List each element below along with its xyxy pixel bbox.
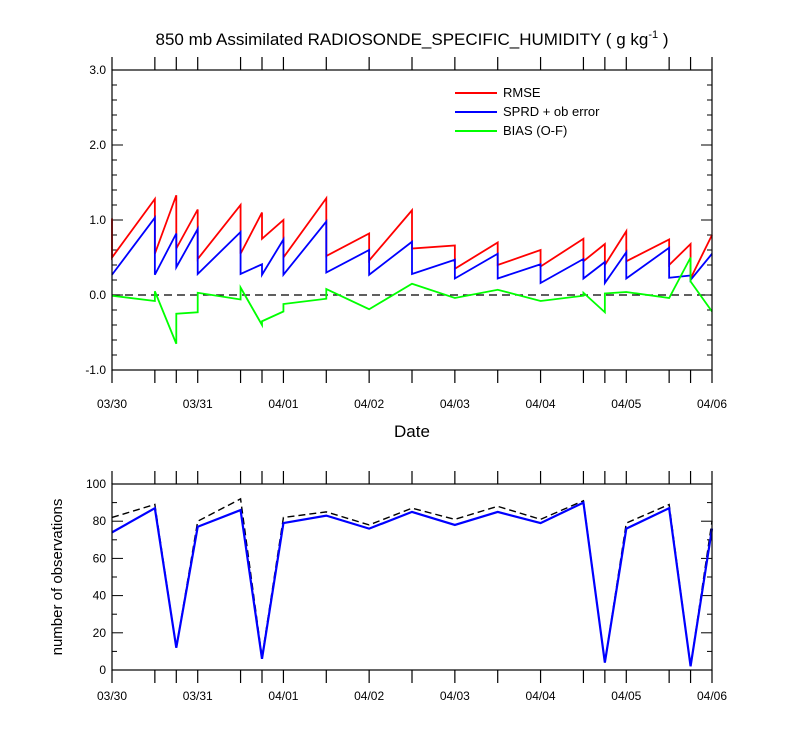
top-chart-panel: -1.0 0.0 1.0 2.0 3.0 03/30 03/31 04/01 04/02 04/… [85,57,727,441]
bottom-x-tick-labels: 03/30 03/31 04/01 04/02 04/03 04/04 04/05 04/06 [97,689,727,703]
x-tick-label: 03/30 [97,689,127,703]
x-axis-title: Date [394,422,430,441]
y-tick-label: 2.0 [89,138,106,152]
series-line-bias-o-f [111,257,713,345]
series-line-rmse [111,194,713,279]
series-line-assimilated-observations [111,500,714,667]
y-tick-label: 60 [93,551,107,565]
top-series-group [111,194,713,345]
x-tick-label: 03/30 [97,397,127,411]
x-tick-label: 04/03 [440,689,470,703]
x-tick-label: 04/04 [526,689,556,703]
series-line-sprd-ob-error [111,215,713,286]
y-tick-label: 40 [93,589,107,603]
y-tick-label: 3.0 [89,63,106,77]
x-tick-label: 04/04 [526,397,556,411]
legend-label-bias: BIAS (O-F) [503,123,567,138]
x-tick-label: 04/02 [354,689,384,703]
y-tick-label: 0 [99,663,106,677]
x-tick-label: 04/02 [354,397,384,411]
y-tick-label: -1.0 [85,363,106,377]
x-tick-label: 04/06 [697,397,727,411]
x-tick-label: 04/01 [268,689,298,703]
y-tick-label: 100 [86,477,106,491]
bottom-chart-panel: 0 20 40 60 80 100 03/30 03/31 04/01 04/02 04/03 04… [49,471,727,703]
x-tick-label: 03/31 [183,397,213,411]
x-tick-label: 03/31 [183,689,213,703]
top-plot-frame [111,69,713,371]
y-tick-label: 1.0 [89,213,106,227]
bottom-series-group [111,497,714,667]
y-tick-label: 20 [93,626,107,640]
x-tick-label: 04/01 [268,397,298,411]
legend: RMSE SPRD + ob error BIAS (O-F) [455,85,600,138]
legend-label-rmse: RMSE [503,85,541,100]
y-tick-label: 80 [93,514,107,528]
x-tick-label: 04/03 [440,397,470,411]
x-tick-label: 04/05 [611,397,641,411]
bottom-tick-marks [111,471,713,683]
legend-label-sprd: SPRD + ob error [503,104,600,119]
top-x-tick-labels: 03/30 03/31 04/01 04/02 04/03 04/04 04/05 04/06 [97,397,727,411]
bottom-plot-frame [111,483,713,671]
bottom-y-tick-labels: 0 20 40 60 80 100 [86,477,106,677]
x-tick-label: 04/05 [611,689,641,703]
y-tick-label: 0.0 [89,288,106,302]
y-axis-title-observations: number of observations [49,499,66,656]
top-y-tick-labels: -1.0 0.0 1.0 2.0 3.0 [85,63,106,377]
x-tick-label: 04/06 [697,689,727,703]
chart-title: 850 mb Assimilated RADIOSONDE_SPECIFIC_H… [156,29,669,49]
